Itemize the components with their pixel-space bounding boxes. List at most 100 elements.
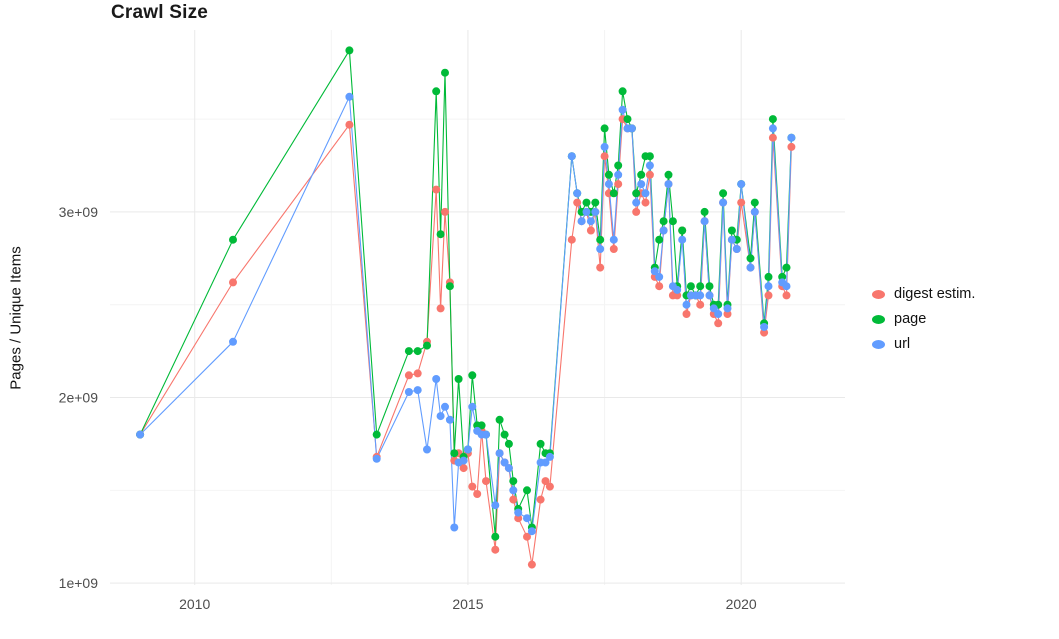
data-point (573, 198, 582, 207)
legend-point-icon (872, 314, 885, 324)
data-point (609, 245, 618, 253)
data-point (655, 272, 664, 281)
data-point (768, 124, 777, 133)
legend-point-icon (872, 339, 885, 349)
data-point (650, 267, 659, 276)
data-point (523, 486, 531, 495)
data-point (600, 152, 609, 161)
data-point (719, 189, 728, 198)
data-point (682, 300, 691, 309)
data-point (727, 235, 736, 244)
data-point (482, 430, 490, 439)
data-point (477, 421, 486, 430)
data-point (750, 198, 759, 207)
y-tick-label: 3e+09 (59, 204, 99, 220)
data-point (614, 170, 623, 179)
data-point (567, 152, 576, 161)
data-point (618, 105, 627, 114)
data-point (746, 254, 755, 263)
legend-label: url (894, 336, 911, 352)
data-point (482, 477, 490, 486)
data-point (614, 161, 623, 170)
data-point (723, 310, 732, 318)
data-point (655, 235, 664, 244)
data-point (618, 87, 627, 96)
data-point (700, 207, 709, 216)
data-point (504, 464, 513, 473)
data-point (527, 560, 536, 569)
data-point (782, 291, 791, 300)
data-point (686, 282, 695, 291)
data-point (441, 402, 449, 411)
data-point (719, 198, 728, 207)
data-point (495, 415, 504, 424)
data-point (582, 207, 591, 216)
data-point (764, 282, 773, 291)
data-point (591, 198, 600, 207)
data-point (600, 142, 609, 151)
data-point (413, 369, 422, 378)
data-point (445, 282, 454, 291)
data-point (541, 477, 550, 486)
data-point (423, 341, 431, 350)
data-point (709, 304, 718, 313)
data-point (760, 328, 769, 337)
legend-point-icon (872, 289, 885, 299)
data-point (673, 291, 682, 300)
data-point (441, 207, 449, 216)
data-point (632, 189, 641, 198)
data-point (737, 180, 746, 189)
legend-item-digest-estim-: digest estim. (872, 286, 975, 302)
data-point (527, 527, 536, 536)
data-point (523, 514, 531, 523)
data-point (787, 133, 796, 142)
series-line-digest-estim- (139, 118, 792, 566)
data-point (764, 291, 773, 300)
data-point (664, 180, 673, 189)
data-point (491, 545, 500, 554)
data-point (509, 486, 518, 495)
data-point (345, 46, 354, 55)
data-point (645, 170, 654, 179)
data-point (673, 285, 682, 294)
data-point (778, 272, 787, 281)
data-point (768, 133, 777, 142)
data-point (645, 152, 654, 161)
data-point (345, 92, 354, 101)
data-point (682, 310, 691, 318)
data-point (450, 523, 459, 532)
data-point (454, 375, 463, 383)
data-point (441, 68, 449, 77)
data-point (468, 402, 477, 411)
data-point (596, 263, 605, 272)
data-point (637, 180, 646, 189)
data-point (632, 198, 641, 207)
data-point (596, 245, 605, 253)
data-point (536, 495, 545, 504)
data-point (678, 235, 687, 244)
data-point (782, 282, 791, 291)
data-point (696, 282, 705, 291)
legend-item-page: page (872, 311, 975, 327)
data-point (567, 235, 576, 244)
data-point (514, 514, 523, 523)
series-points-url (136, 92, 796, 536)
data-point (750, 207, 759, 216)
data-point (545, 482, 554, 491)
data-point (678, 226, 687, 235)
y-tick-label: 2e+09 (59, 390, 99, 406)
data-point (732, 245, 741, 253)
data-point (463, 445, 472, 454)
data-point (641, 189, 650, 198)
y-tick-label: 1e+09 (59, 575, 99, 591)
data-point (596, 235, 605, 244)
data-point (727, 226, 736, 235)
data-point (760, 323, 769, 331)
data-point (413, 386, 422, 395)
legend-item-url: url (872, 336, 975, 352)
data-point (705, 282, 714, 291)
data-point (714, 310, 723, 318)
data-point (782, 263, 791, 272)
